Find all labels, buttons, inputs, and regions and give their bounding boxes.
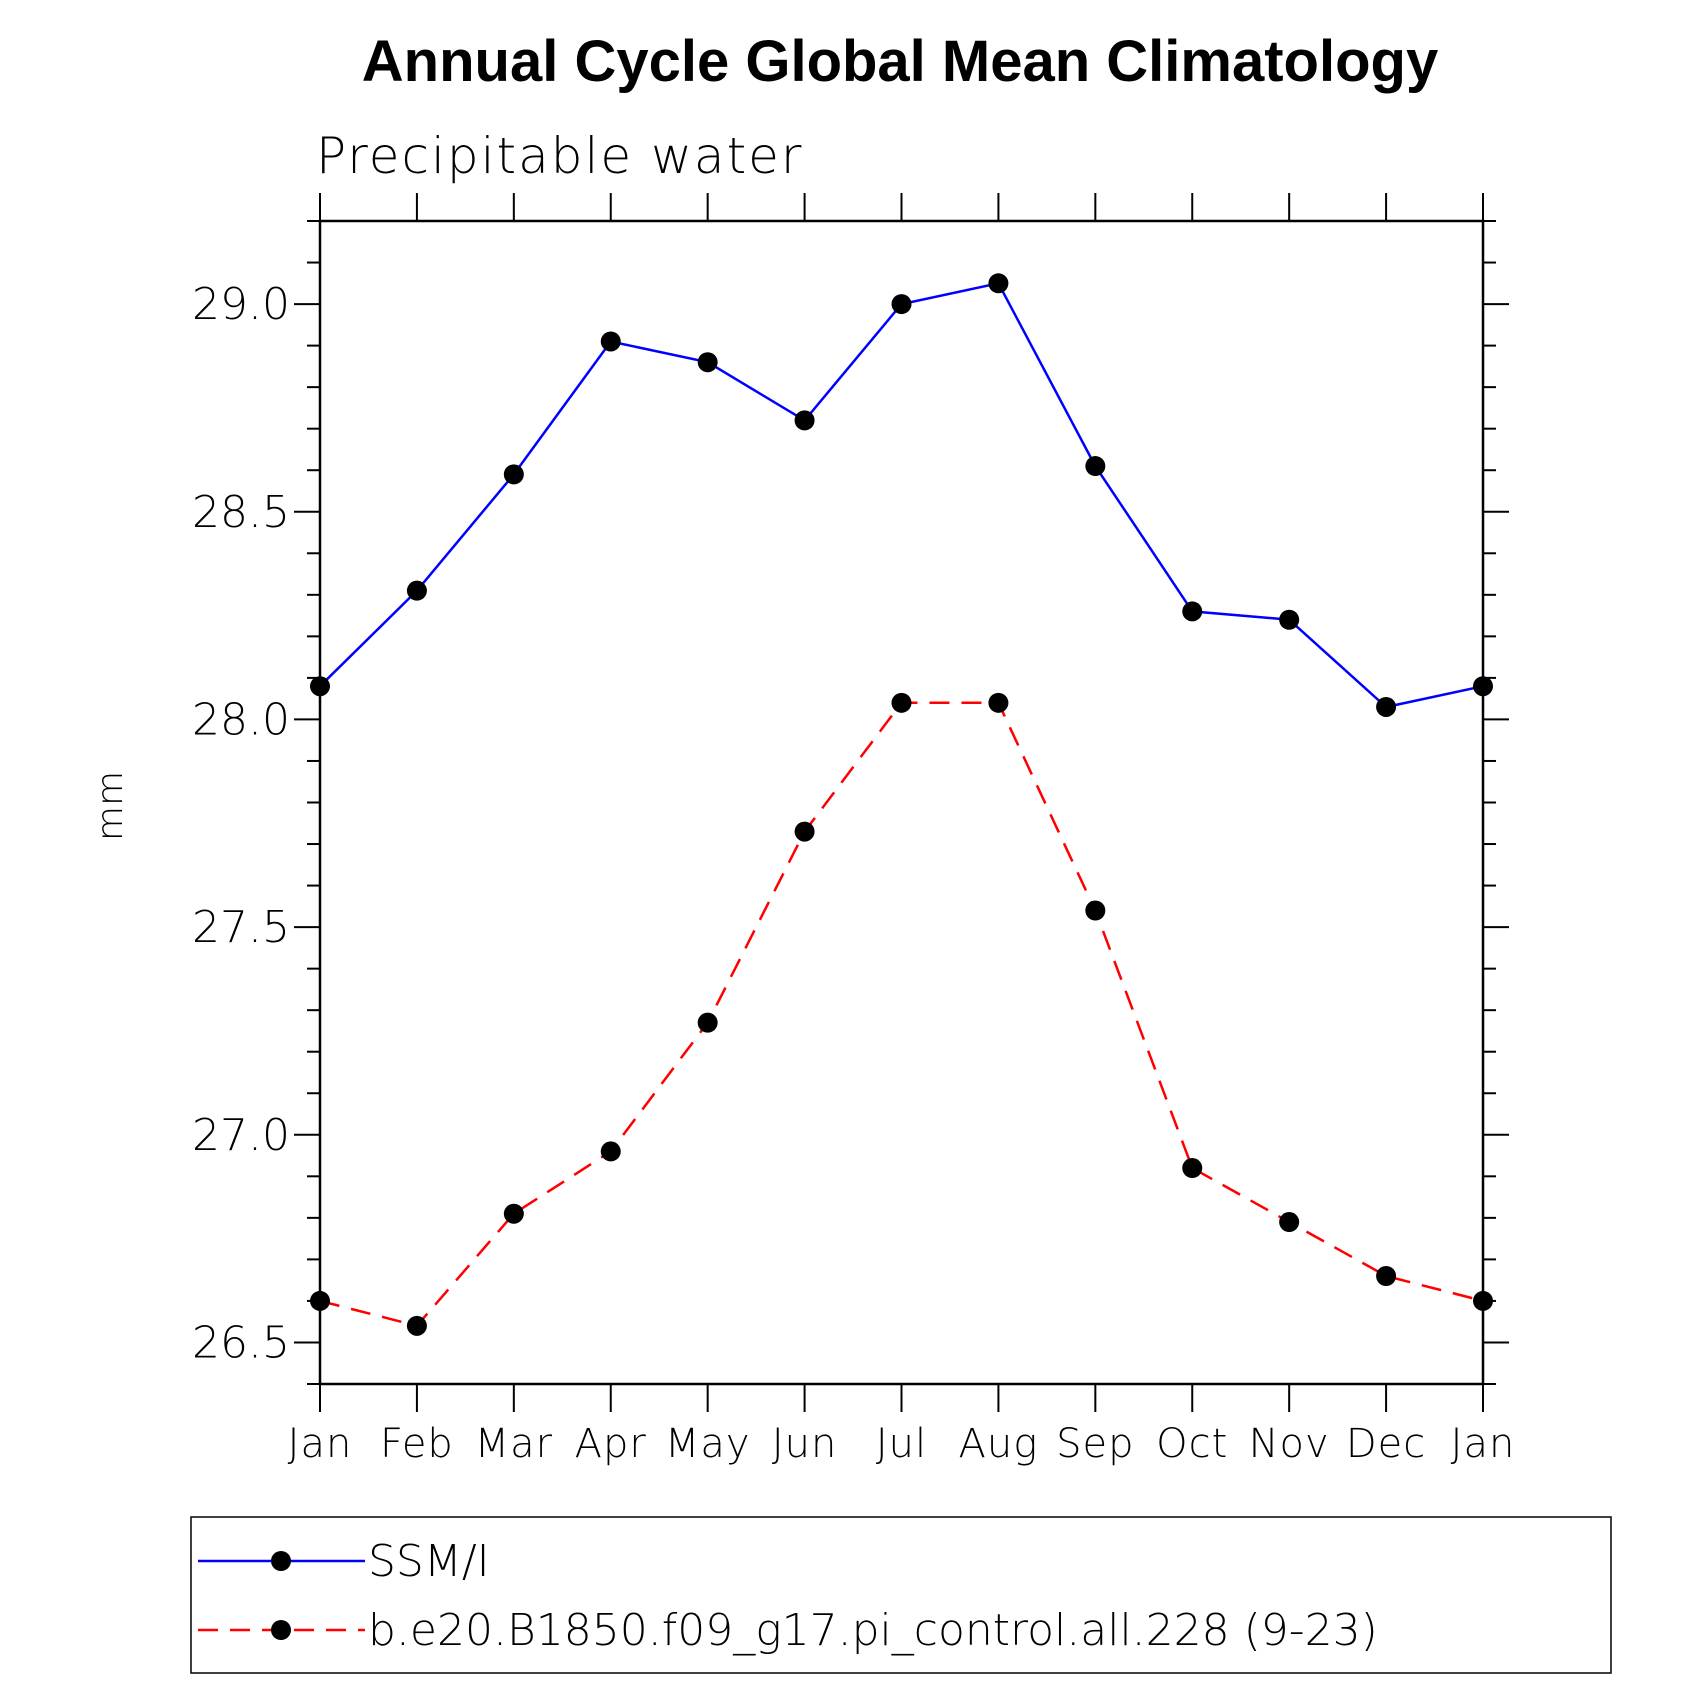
- x-tick-label: Dec: [1346, 1421, 1426, 1467]
- data-point-series-1: [310, 1290, 330, 1311]
- series-line-1: [319, 701, 1484, 1328]
- x-tick-label: Mar: [475, 1421, 553, 1467]
- data-point-series-1: [1376, 1266, 1397, 1287]
- legend-label-model: b.e20.B1850.f09_g17.pi_control.all.228 (…: [368, 1605, 1378, 1656]
- data-point-series-0: [1085, 456, 1106, 477]
- plot-frame: [318, 219, 1485, 1386]
- legend-marker-ssmi: [271, 1551, 291, 1571]
- y-tick-label: 27.5: [192, 902, 290, 953]
- data-point-series-1: [891, 692, 912, 713]
- x-tick-labels: Jan Feb Mar Apr May Jun Jul Aug Sep Oct Nov Dec Jan: [288, 1421, 1516, 1467]
- y-tick-label: 29.0: [192, 279, 290, 330]
- data-point-series-0: [1473, 676, 1493, 697]
- data-point-series-1: [1182, 1158, 1203, 1179]
- x-tick-label: Jan: [1451, 1421, 1516, 1467]
- data-point-series-0: [503, 464, 524, 485]
- x-tick-label: Aug: [959, 1421, 1039, 1467]
- x-tick-label: Jan: [288, 1421, 353, 1467]
- data-point-series-1: [1473, 1290, 1493, 1311]
- data-point-series-1: [406, 1315, 427, 1336]
- data-point-series-1: [1279, 1212, 1300, 1233]
- data-point-series-0: [794, 410, 815, 431]
- legend-marker-model: [271, 1620, 291, 1640]
- legend: SSM/I b.e20.B1850.f09_g17.pi_control.all…: [190, 1516, 1612, 1674]
- data-point-series-0: [600, 331, 621, 352]
- data-point-series-0: [1376, 696, 1397, 717]
- y-tick-labels: 26.5 27.0 27.5 28.0 28.5 29.0: [192, 279, 290, 1368]
- y-axis-label: mm: [90, 771, 131, 841]
- data-point-series-0: [406, 580, 427, 601]
- data-point-series-0: [988, 273, 1009, 294]
- data-point-series-1: [794, 821, 815, 842]
- y-tick-label: 28.0: [192, 694, 290, 745]
- x-tick-marks: [319, 193, 1484, 1412]
- data-point-series-1: [600, 1141, 621, 1162]
- chart-title: Annual Cycle Global Mean Climatology: [362, 29, 1438, 94]
- data-point-series-0: [891, 294, 912, 315]
- x-tick-label: Oct: [1156, 1421, 1228, 1467]
- series-points: [310, 273, 1493, 1336]
- x-tick-label: Jun: [772, 1421, 838, 1467]
- y-tick-marks: [294, 220, 1509, 1385]
- y-tick-label: 28.5: [192, 487, 290, 538]
- x-tick-label: Feb: [380, 1421, 454, 1467]
- x-tick-label: Nov: [1249, 1421, 1330, 1467]
- x-tick-label: Sep: [1056, 1421, 1134, 1467]
- y-tick-label: 26.5: [192, 1317, 290, 1368]
- legend-label-ssmi: SSM/I: [368, 1536, 490, 1587]
- data-point-series-1: [1085, 900, 1106, 921]
- data-point-series-0: [1279, 609, 1300, 630]
- chart-subtitle: Precipitable water: [316, 127, 804, 185]
- data-point-series-1: [697, 1012, 718, 1033]
- data-point-series-0: [1182, 601, 1203, 622]
- data-point-series-1: [503, 1203, 524, 1224]
- legend-box: [190, 1516, 1612, 1674]
- y-tick-label: 27.0: [192, 1110, 290, 1161]
- series-lines: [319, 281, 1484, 1328]
- x-tick-label: Apr: [575, 1421, 647, 1467]
- series-line-0: [319, 281, 1484, 709]
- data-point-series-0: [697, 352, 718, 373]
- x-tick-label: Jul: [876, 1421, 927, 1467]
- data-point-series-0: [310, 676, 330, 697]
- data-point-series-1: [988, 692, 1009, 713]
- x-tick-label: May: [665, 1421, 751, 1467]
